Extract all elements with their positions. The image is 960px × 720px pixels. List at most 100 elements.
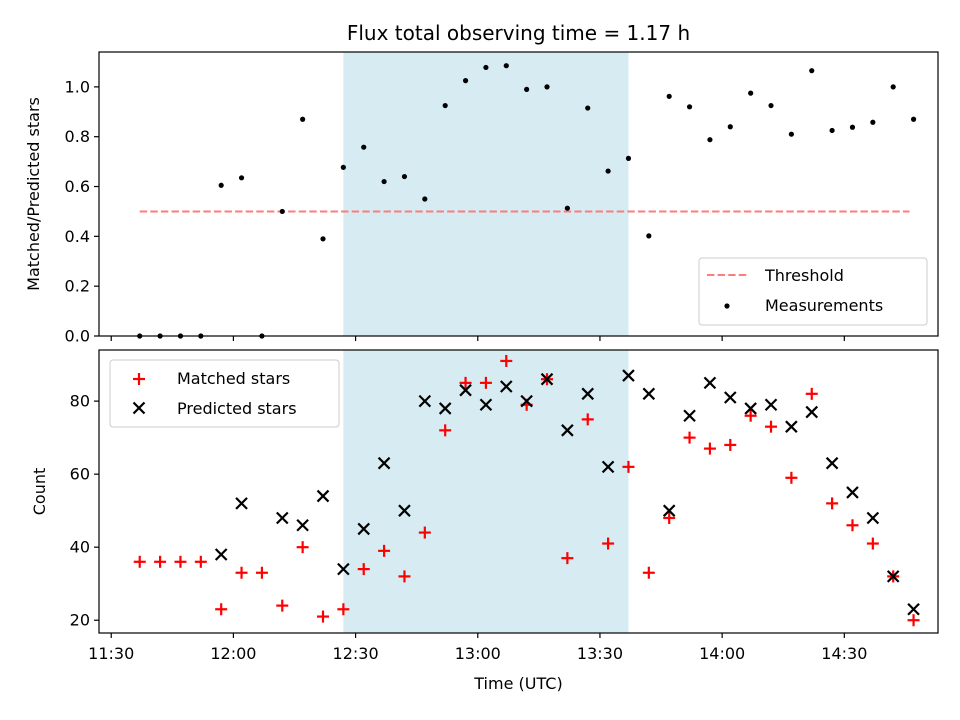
x-tick-label: 13:30 — [577, 644, 623, 663]
matched-star-point — [439, 424, 452, 437]
legend-plus-marker — [133, 373, 145, 385]
matched-star-point — [276, 599, 289, 612]
matched-star-point — [378, 544, 391, 557]
measurement-point — [646, 233, 652, 239]
predicted-star-point — [438, 402, 452, 415]
predicted-stars-series — [214, 369, 920, 616]
x-tick-label: 14:00 — [699, 644, 745, 663]
predicted-star-point — [500, 380, 513, 393]
x-tick-label: 14:30 — [821, 644, 867, 663]
legend-measurements-swatch — [724, 303, 730, 309]
measurement-point — [809, 68, 815, 74]
predicted-star-point — [214, 548, 228, 561]
measurement-point — [524, 86, 530, 92]
matched-star-point — [663, 511, 676, 524]
matched-star-point — [174, 555, 187, 568]
measurement-point — [279, 208, 285, 215]
matched-star-point — [826, 497, 839, 510]
predicted-star-point — [520, 394, 533, 408]
legend-measurements-label: Measurements — [765, 296, 883, 315]
measurement-point — [483, 64, 489, 71]
matched-star-point — [398, 570, 411, 583]
matched-star-point — [459, 376, 472, 389]
predicted-star-point — [622, 369, 635, 382]
observing-window-shade-bottom — [343, 350, 629, 633]
measurement-point — [300, 116, 306, 122]
predicted-star-point — [886, 570, 900, 583]
measurement-point — [625, 155, 632, 161]
y-tick-label: 80 — [70, 392, 90, 411]
matched-star-point — [337, 603, 350, 616]
predicted-star-point — [479, 398, 493, 412]
top-y-axis: 0.0 0.2 0.4 0.6 0.8 1.0 — [65, 77, 99, 346]
bottom-y-axis-label: Count — [30, 468, 49, 516]
measurement-point — [666, 93, 672, 99]
predicted-star-point — [540, 372, 554, 386]
legend-threshold-label: Threshold — [764, 266, 844, 285]
predicted-star-point — [866, 511, 880, 525]
predicted-star-point — [724, 391, 737, 404]
matched-star-point — [805, 387, 818, 400]
predicted-star-point — [805, 405, 819, 419]
measurement-point — [727, 124, 733, 130]
y-tick-label: 0.8 — [65, 127, 90, 146]
matched-star-point — [602, 537, 615, 550]
matched-stars-series — [133, 354, 920, 627]
matched-star-point — [622, 460, 635, 473]
measurement-point — [544, 84, 550, 90]
y-tick-label: 0.2 — [65, 277, 90, 296]
top-plot-frame — [98, 51, 939, 337]
matched-star-point — [296, 541, 309, 554]
x-tick-label: 12:30 — [333, 644, 379, 663]
predicted-star-point — [357, 522, 371, 536]
matched-star-point — [255, 566, 268, 579]
measurement-point — [829, 127, 835, 134]
measurement-point — [218, 182, 224, 188]
matched-star-point — [133, 555, 146, 568]
top-legend: Threshold Measurements — [698, 257, 928, 326]
measurement-point — [381, 178, 387, 185]
y-tick-label: 20 — [70, 611, 90, 630]
matched-star-point — [765, 420, 778, 433]
matched-star-point — [479, 376, 492, 389]
predicted-star-point — [581, 387, 595, 401]
bottom-plot-frame — [98, 349, 939, 634]
measurement-point — [320, 236, 326, 242]
y-tick-label: 40 — [70, 538, 90, 557]
measurement-point — [462, 78, 469, 84]
predicted-star-point — [764, 398, 778, 412]
matched-star-point — [724, 438, 737, 451]
predicted-star-point — [275, 511, 289, 525]
top-y-axis-label: Matched/Predicted stars — [24, 97, 43, 291]
measurement-point — [422, 196, 428, 202]
chart-title: Flux total observing time = 1.17 h — [347, 21, 690, 45]
predicted-star-point — [337, 562, 350, 576]
predicted-star-point — [846, 486, 859, 499]
observing-window-shade-top — [343, 52, 629, 336]
predicted-star-point — [703, 376, 717, 390]
matched-star-point — [866, 537, 879, 550]
measurement-point — [849, 124, 856, 130]
x-tick-label: 13:00 — [455, 644, 501, 663]
matched-star-point — [907, 614, 920, 627]
predicted-star-point — [907, 602, 920, 616]
x-tick-label: 11:30 — [88, 644, 134, 663]
y-tick-label: 60 — [70, 465, 90, 484]
matched-star-point — [846, 519, 859, 532]
measurement-point — [564, 205, 570, 211]
legend-matched-swatch — [133, 373, 145, 385]
measurements-series — [137, 63, 917, 339]
predicted-star-point — [235, 497, 248, 510]
matched-star-point — [235, 566, 248, 579]
matched-star-point — [744, 409, 757, 422]
predicted-star-point — [662, 504, 676, 517]
top-panel: 0.0 0.2 0.4 0.6 0.8 1.0 Flux total observing … — [24, 21, 939, 346]
predicted-star-point — [377, 456, 391, 470]
legend-matched-label: Matched stars — [177, 369, 290, 388]
measurement-point — [503, 63, 509, 69]
measurement-point — [340, 164, 346, 170]
matched-star-point — [703, 442, 716, 455]
matched-star-point — [357, 563, 370, 576]
